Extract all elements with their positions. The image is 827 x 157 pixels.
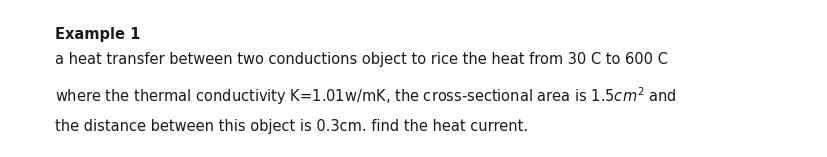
Text: Example 1: Example 1	[55, 27, 141, 42]
Text: the distance between this object is 0.3cm. find the heat current.: the distance between this object is 0.3c…	[55, 119, 528, 134]
Text: a heat transfer between two conductions object to rice the heat from 30 C to 600: a heat transfer between two conductions …	[55, 52, 667, 67]
Text: where the thermal conductivity K=1.01w/mK, the cross-sectional area is 1.5$cm^2$: where the thermal conductivity K=1.01w/m…	[55, 85, 676, 107]
